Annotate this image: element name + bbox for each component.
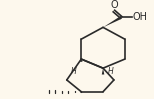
Polygon shape: [80, 59, 83, 62]
Text: OH: OH: [132, 12, 147, 22]
Polygon shape: [102, 68, 104, 75]
Text: O: O: [110, 0, 118, 10]
Text: H: H: [71, 67, 77, 76]
Polygon shape: [103, 16, 122, 27]
Text: H: H: [107, 67, 113, 76]
